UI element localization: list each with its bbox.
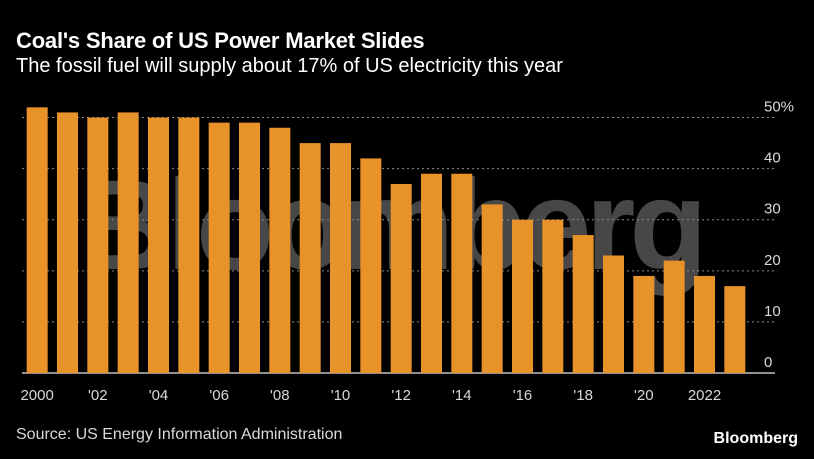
- y-tick-label: 50%: [764, 99, 794, 116]
- bar-2006: [208, 122, 230, 374]
- y-tick-label: 10: [764, 303, 781, 320]
- bar-2004: [148, 117, 169, 373]
- chart-subtitle: The fossil fuel will supply about 17% of…: [16, 55, 563, 77]
- bar-2002: [87, 117, 109, 373]
- bar-2009: [299, 143, 321, 373]
- source-note: Source: US Energy Information Administra…: [16, 426, 343, 443]
- bar-2014: [451, 173, 473, 373]
- bar-2021: [663, 260, 685, 373]
- bar-2012: [390, 183, 412, 373]
- bar-2013: [421, 173, 442, 373]
- bar-2008: [269, 127, 291, 373]
- bar-2017: [542, 219, 564, 373]
- x-tick-label: '16: [513, 387, 533, 404]
- x-tick-label: '10: [331, 387, 351, 404]
- bloomberg-logo: Bloomberg: [713, 430, 798, 447]
- bar-2005: [178, 117, 200, 373]
- bar-2001: [57, 112, 78, 373]
- bar-2022: [694, 275, 715, 373]
- chart-title: Coal's Share of US Power Market Slides: [16, 28, 425, 53]
- x-tick-label: '20: [634, 387, 654, 404]
- x-tick-label: '08: [270, 387, 290, 404]
- bar-2016: [512, 219, 533, 373]
- y-tick-label: 40: [764, 150, 781, 167]
- bar-2015: [481, 204, 503, 373]
- x-tick-label: '12: [391, 387, 411, 404]
- y-tick-label: 0: [764, 354, 772, 371]
- bar-2020: [633, 275, 655, 373]
- x-tick-label: 2022: [688, 387, 721, 404]
- x-tick-label: '06: [209, 387, 229, 404]
- bar-2000: [26, 107, 48, 373]
- x-tick-label: '14: [452, 387, 472, 404]
- bar-2010: [330, 143, 351, 373]
- bar-2019: [603, 255, 624, 373]
- bar-2003: [117, 112, 139, 373]
- bar-2023: [724, 286, 746, 373]
- y-tick-label: 20: [764, 252, 781, 269]
- x-tick-label: 2000: [20, 387, 53, 404]
- x-tick-label: '02: [88, 387, 108, 404]
- y-tick-label: 30: [764, 201, 781, 218]
- x-tick-label: '18: [573, 387, 593, 404]
- bar-2011: [360, 158, 382, 373]
- x-tick-label: '04: [149, 387, 169, 404]
- bar-2018: [572, 235, 594, 373]
- bar-2007: [239, 122, 260, 374]
